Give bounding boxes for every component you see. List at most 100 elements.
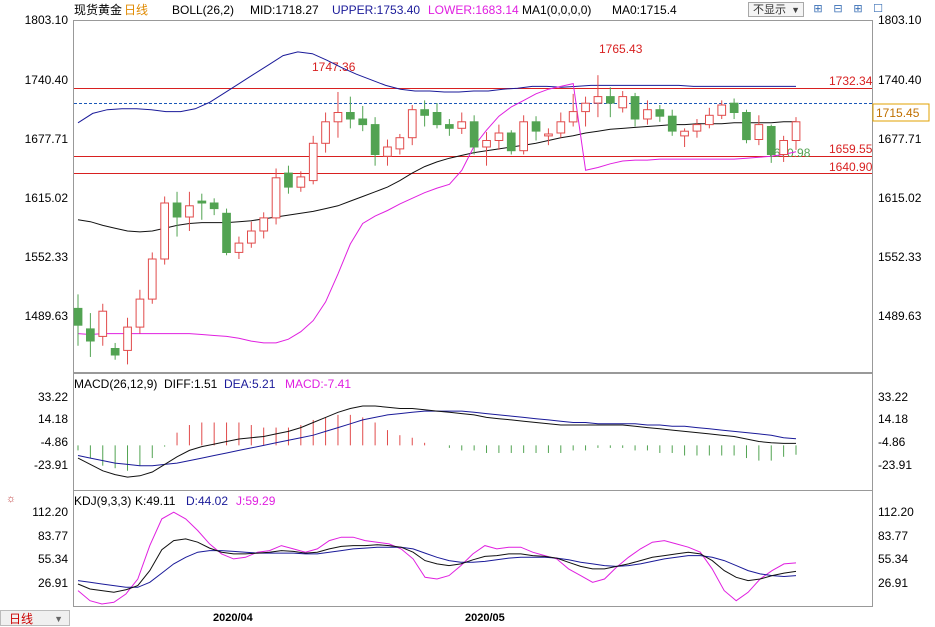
main-right-axis: 1803.10 1740.40 1677.71 1615.02 1552.33 … [878,13,922,323]
candle-body [469,121,479,148]
candle-body [222,212,231,254]
candlestick [506,130,516,155]
date-tick-april: 2020/04 [213,612,254,624]
annotation-high-1747: 1747.36 [312,60,356,74]
candle-body [680,130,689,137]
candle-body [420,109,429,116]
candle-body [630,96,640,120]
candlestick [259,212,269,239]
kdj-left-tick: 26.91 [38,576,68,590]
layout-icon[interactable]: ⊞ [853,3,863,15]
bollinger-bands [77,51,797,344]
macd-dea-line [77,410,797,467]
candlestick [370,117,380,166]
candle-body [655,109,665,117]
candle-body [123,326,132,351]
candlestick [779,135,788,162]
main-left-tick: 1489.63 [25,309,69,323]
candle-body [519,121,528,152]
candle-body [147,258,157,300]
boll-lower-line [77,82,797,344]
kdj-d-line [77,546,797,588]
last-price-value: 1715.45 [876,106,920,120]
macd-left-tick: 14.18 [38,412,68,426]
candlestick [358,105,368,132]
candlestick [531,116,541,141]
grid-icon[interactable]: ⊞ [813,3,823,15]
macd-value-label: MACD:-7.41 [285,377,351,391]
macd-right-tick: -23.91 [878,458,912,472]
main-right-tick: 1615.02 [878,191,922,205]
candlestick [766,124,776,163]
candle-body [209,202,219,210]
candle-body [705,114,714,126]
candle-body [593,96,603,104]
candle-body [766,126,776,155]
candle-body [568,111,578,123]
candle-body [395,137,405,150]
candle-body [531,121,541,132]
candlestick [135,289,145,334]
candlestick [346,96,355,129]
candle-body [667,115,677,132]
boll-lower-label: LOWER:1683.14 [428,3,519,17]
main-right-tick: 1740.40 [878,73,922,87]
candlestick [494,124,504,150]
kdj-left-tick: 83.77 [38,529,68,543]
candlestick [692,119,702,138]
candle-body [160,202,170,260]
candlestick [791,117,801,150]
candlestick [98,303,108,346]
macd-title: MACD(26,12,9) [74,377,157,391]
candlestick [519,115,528,155]
candle-body [185,205,194,218]
kdj-right-tick: 112.20 [878,505,914,519]
period-tab[interactable]: 日线 ▼ [0,610,70,626]
candle-body [247,230,256,244]
annotation-high-1765: 1765.43 [599,42,643,56]
macd-plot [77,405,797,478]
kdj-k-label: K:49.11 [135,494,176,508]
candle-body [606,96,615,104]
macd-left-axis: 33.22 14.18 -4.86 -23.91 [34,390,68,472]
candlestick [308,135,318,185]
window-icon[interactable]: ☐ [873,3,883,15]
kdj-title: KDJ(9,3,3) [74,494,131,508]
candlestick [73,294,83,346]
display-select[interactable]: 不显示 ▼ [748,2,804,17]
candle-body [333,112,343,123]
candle-body [296,176,306,188]
candle-body [259,217,269,232]
candle-body [556,121,566,134]
main-left-tick: 1803.10 [25,13,69,27]
candle-body [618,96,628,109]
settings-icon[interactable]: ☼ [6,493,16,505]
kdj-d-label: D:44.02 [186,494,228,508]
candlestick [407,105,417,146]
kdj-right-tick: 55.34 [878,552,908,566]
candle-body [754,124,764,140]
last-price-tag [872,103,930,122]
main-left-axis: 1803.10 1740.40 1677.71 1615.02 1552.33 … [25,13,69,323]
candlestick [717,100,727,120]
candlestick [568,93,578,127]
candlestick [234,236,244,259]
macd-right-axis: 33.22 14.18 -4.86 -23.91 [878,390,912,472]
candlestick [296,171,306,192]
split-icon[interactable]: ⊟ [833,3,843,15]
candlestick [185,191,194,231]
candlestick [680,128,689,148]
candlesticks [73,75,801,365]
kdj-right-tick: 26.91 [878,576,908,590]
candle-body [284,172,293,188]
candlestick [482,132,491,166]
candle-body [346,112,355,120]
candle-body [544,133,553,137]
chevron-down-icon: ▼ [54,614,63,624]
candle-body [407,109,417,139]
candlestick [667,109,677,136]
period-tab-label: 日线 [9,612,34,626]
candle-body [791,121,801,142]
kdj-j-label: J:59.29 [236,494,276,508]
